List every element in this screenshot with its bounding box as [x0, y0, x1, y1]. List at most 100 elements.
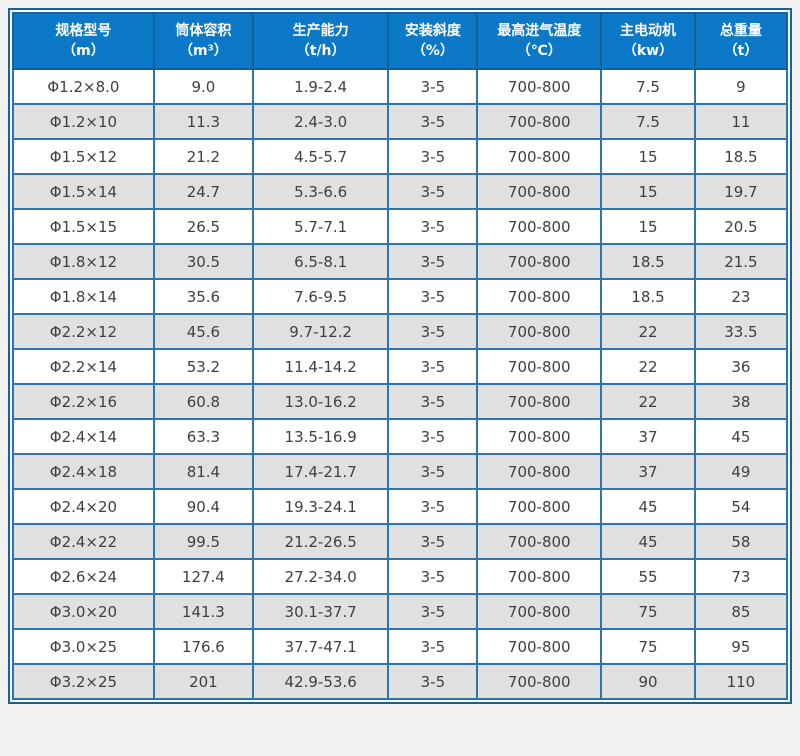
cell-installation-slope: 3-5	[387, 348, 479, 385]
cell-total-weight: 58	[693, 523, 789, 560]
cell-main-motor: 45	[600, 488, 696, 525]
column-label: 最高进气温度	[497, 23, 582, 39]
cell-production-capacity: 27.2-34.0	[251, 558, 390, 595]
cell-cylinder-volume: 21.2	[152, 138, 254, 175]
cell-spec-model: Φ3.0×25	[12, 628, 155, 665]
cell-main-motor: 15	[600, 208, 696, 245]
cell-max-inlet-temp: 700-800	[476, 523, 603, 560]
column-unit: （m³）	[179, 43, 228, 59]
cell-cylinder-volume: 45.6	[152, 313, 254, 350]
cell-max-inlet-temp: 700-800	[476, 68, 603, 105]
cell-installation-slope: 3-5	[387, 68, 479, 105]
cell-total-weight: 54	[693, 488, 789, 525]
cell-main-motor: 45	[600, 523, 696, 560]
column-header-main-motor: 主电动机 （kw）	[600, 12, 696, 70]
cell-cylinder-volume: 127.4	[152, 558, 254, 595]
cell-installation-slope: 3-5	[387, 383, 479, 420]
cell-total-weight: 33.5	[693, 313, 789, 350]
table-row: Φ1.8×12 30.5 6.5-8.1 3-5 700-800 18.5 21.5	[12, 243, 789, 280]
column-label: 安装斜度	[404, 23, 461, 39]
cell-max-inlet-temp: 700-800	[476, 348, 603, 385]
cell-main-motor: 37	[600, 418, 696, 455]
cell-main-motor: 75	[600, 593, 696, 630]
table-row: Φ2.4×22 99.5 21.2-26.5 3-5 700-800 45 58	[12, 523, 789, 560]
cell-max-inlet-temp: 700-800	[476, 628, 603, 665]
cell-spec-model: Φ2.2×12	[12, 313, 155, 350]
cell-cylinder-volume: 11.3	[152, 103, 254, 140]
cell-max-inlet-temp: 700-800	[476, 313, 603, 350]
table-row: Φ1.8×14 35.6 7.6-9.5 3-5 700-800 18.5 23	[12, 278, 789, 315]
cell-production-capacity: 1.9-2.4	[251, 68, 390, 105]
cell-production-capacity: 5.7-7.1	[251, 208, 390, 245]
cell-production-capacity: 42.9-53.6	[251, 663, 390, 700]
cell-max-inlet-temp: 700-800	[476, 243, 603, 280]
table-row: Φ3.0×20 141.3 30.1-37.7 3-5 700-800 75 85	[12, 593, 789, 630]
cell-spec-model: Φ3.0×20	[12, 593, 155, 630]
cell-spec-model: Φ3.2×25	[12, 663, 155, 700]
spec-table-container: 规格型号 （m） 筒体容积 （m³） 生产能力 （t/h） 安装斜度 （%） 最高进气温度 （℃）…	[8, 8, 792, 704]
cell-installation-slope: 3-5	[387, 523, 479, 560]
cell-max-inlet-temp: 700-800	[476, 208, 603, 245]
cell-cylinder-volume: 201	[152, 663, 254, 700]
cell-max-inlet-temp: 700-800	[476, 103, 603, 140]
cell-total-weight: 9	[693, 68, 789, 105]
column-header-max-inlet-temp: 最高进气温度 （℃）	[476, 12, 603, 70]
table-row: Φ1.5×14 24.7 5.3-6.6 3-5 700-800 15 19.7	[12, 173, 789, 210]
cell-spec-model: Φ1.8×14	[12, 278, 155, 315]
column-label: 总重量	[719, 23, 762, 39]
cell-production-capacity: 21.2-26.5	[251, 523, 390, 560]
cell-production-capacity: 4.5-5.7	[251, 138, 390, 175]
cell-max-inlet-temp: 700-800	[476, 593, 603, 630]
cell-total-weight: 110	[693, 663, 789, 700]
cell-max-inlet-temp: 700-800	[476, 173, 603, 210]
cell-spec-model: Φ1.2×8.0	[12, 68, 155, 105]
cell-production-capacity: 17.4-21.7	[251, 453, 390, 490]
column-unit: （t）	[723, 43, 759, 59]
cell-installation-slope: 3-5	[387, 313, 479, 350]
cell-main-motor: 7.5	[600, 68, 696, 105]
spec-table: 规格型号 （m） 筒体容积 （m³） 生产能力 （t/h） 安装斜度 （%） 最高进气温度 （℃）…	[12, 12, 789, 700]
column-label: 生产能力	[292, 23, 349, 39]
column-label: 筒体容积	[175, 23, 232, 39]
column-unit: （m）	[62, 43, 105, 59]
table-row: Φ2.4×18 81.4 17.4-21.7 3-5 700-800 37 49	[12, 453, 789, 490]
column-label: 主电动机	[620, 23, 676, 39]
cell-main-motor: 18.5	[600, 243, 696, 280]
cell-total-weight: 20.5	[693, 208, 789, 245]
cell-total-weight: 49	[693, 453, 789, 490]
cell-production-capacity: 5.3-6.6	[251, 173, 390, 210]
column-header-cylinder-volume: 筒体容积 （m³）	[152, 12, 254, 70]
cell-max-inlet-temp: 700-800	[476, 558, 603, 595]
cell-total-weight: 73	[693, 558, 789, 595]
table-row: Φ1.2×10 11.3 2.4-3.0 3-5 700-800 7.5 11	[12, 103, 789, 140]
cell-spec-model: Φ1.2×10	[12, 103, 155, 140]
cell-main-motor: 37	[600, 453, 696, 490]
cell-production-capacity: 19.3-24.1	[251, 488, 390, 525]
cell-cylinder-volume: 63.3	[152, 418, 254, 455]
cell-installation-slope: 3-5	[387, 488, 479, 525]
table-row: Φ1.5×12 21.2 4.5-5.7 3-5 700-800 15 18.5	[12, 138, 789, 175]
cell-production-capacity: 7.6-9.5	[251, 278, 390, 315]
cell-max-inlet-temp: 700-800	[476, 278, 603, 315]
cell-max-inlet-temp: 700-800	[476, 383, 603, 420]
cell-production-capacity: 37.7-47.1	[251, 628, 390, 665]
column-label: 规格型号	[55, 23, 112, 39]
cell-installation-slope: 3-5	[387, 628, 479, 665]
cell-spec-model: Φ2.4×18	[12, 453, 155, 490]
cell-installation-slope: 3-5	[387, 243, 479, 280]
column-header-production-capacity: 生产能力 （t/h）	[251, 12, 390, 70]
column-unit: （℃）	[516, 43, 562, 59]
table-row: Φ2.2×16 60.8 13.0-16.2 3-5 700-800 22 38	[12, 383, 789, 420]
cell-main-motor: 75	[600, 628, 696, 665]
cell-main-motor: 22	[600, 313, 696, 350]
cell-max-inlet-temp: 700-800	[476, 663, 603, 700]
table-row: Φ3.2×25 201 42.9-53.6 3-5 700-800 90 110	[12, 663, 789, 700]
cell-max-inlet-temp: 700-800	[476, 138, 603, 175]
cell-cylinder-volume: 9.0	[152, 68, 254, 105]
cell-total-weight: 85	[693, 593, 789, 630]
cell-installation-slope: 3-5	[387, 208, 479, 245]
cell-cylinder-volume: 30.5	[152, 243, 254, 280]
cell-total-weight: 23	[693, 278, 789, 315]
cell-main-motor: 18.5	[600, 278, 696, 315]
cell-installation-slope: 3-5	[387, 663, 479, 700]
